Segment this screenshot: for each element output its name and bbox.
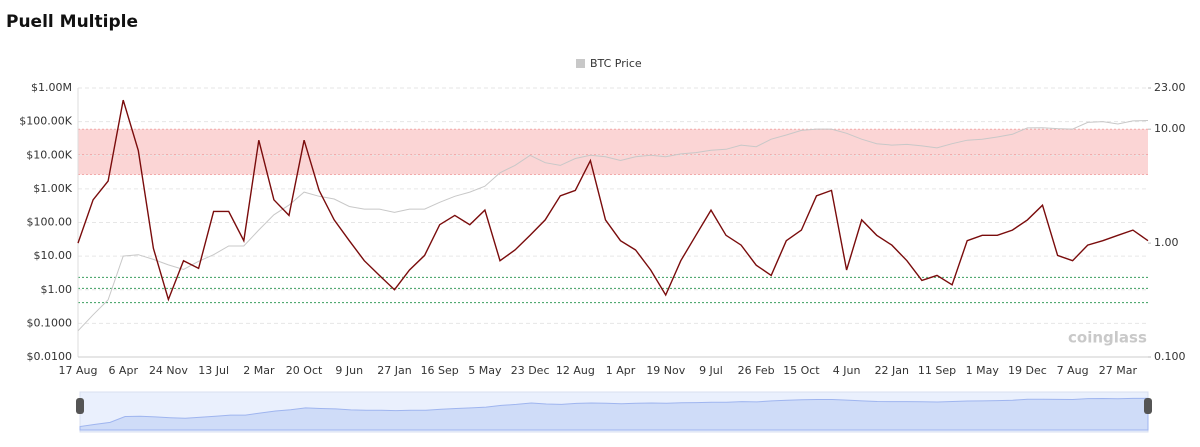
- y-tick-label: $10.00: [34, 249, 73, 262]
- x-tick-label: 2 Mar: [243, 364, 275, 377]
- y2-tick-label: 0.100: [1154, 350, 1186, 363]
- y-tick-label: $1.00K: [33, 182, 72, 195]
- y2-tick-label: 23.00: [1154, 81, 1186, 94]
- x-tick-label: 7 Aug: [1057, 364, 1089, 377]
- x-tick-label: 23 Dec: [511, 364, 550, 377]
- x-tick-label: 19 Nov: [646, 364, 685, 377]
- series-line: [77, 120, 1149, 332]
- series-line: [77, 99, 1149, 302]
- y2-tick-label: 1.00: [1154, 236, 1179, 249]
- navigator-handle[interactable]: [1144, 398, 1152, 414]
- x-tick-label: 9 Jun: [335, 364, 363, 377]
- x-tick-label: 13 Jul: [198, 364, 229, 377]
- x-tick-label: 26 Feb: [738, 364, 775, 377]
- x-tick-label: 1 Apr: [606, 364, 636, 377]
- x-tick-label: 1 May: [966, 364, 1000, 377]
- x-tick-label: 20 Oct: [286, 364, 323, 377]
- y-tick-label: $0.0100: [27, 350, 73, 363]
- y2-tick-label: 10.00: [1154, 122, 1186, 135]
- chart-title: Puell Multiple: [6, 12, 138, 32]
- y-tick-label: $100.00: [27, 216, 73, 229]
- y-tick-label: $1.00: [41, 283, 73, 296]
- x-tick-label: 27 Mar: [1099, 364, 1138, 377]
- y-tick-label: $10.00K: [26, 148, 72, 161]
- x-tick-label: 24 Nov: [149, 364, 188, 377]
- legend-label[interactable]: BTC Price: [590, 57, 642, 70]
- x-tick-label: 22 Jan: [875, 364, 909, 377]
- x-tick-label: 17 Aug: [59, 364, 98, 377]
- navigator-handle[interactable]: [76, 398, 84, 414]
- y-tick-label: $100.00K: [19, 115, 72, 128]
- x-tick-label: 5 May: [468, 364, 502, 377]
- x-tick-label: 4 Jun: [833, 364, 861, 377]
- zone: [78, 129, 1148, 175]
- x-tick-label: 11 Sep: [918, 364, 956, 377]
- legend-swatch[interactable]: [576, 59, 585, 68]
- x-tick-label: 12 Aug: [556, 364, 595, 377]
- plot: [77, 87, 1149, 358]
- x-tick-label: 15 Oct: [783, 364, 820, 377]
- x-tick-label: 16 Sep: [421, 364, 459, 377]
- watermark: coinglass: [1068, 329, 1147, 347]
- y-tick-label: $0.1000: [27, 316, 73, 329]
- x-tick-label: 9 Jul: [699, 364, 723, 377]
- x-tick-label: 19 Dec: [1008, 364, 1047, 377]
- x-tick-label: 6 Apr: [108, 364, 138, 377]
- x-tick-label: 27 Jan: [377, 364, 411, 377]
- y-tick-label: $1.00M: [31, 81, 72, 94]
- navigator-area: [79, 397, 1149, 431]
